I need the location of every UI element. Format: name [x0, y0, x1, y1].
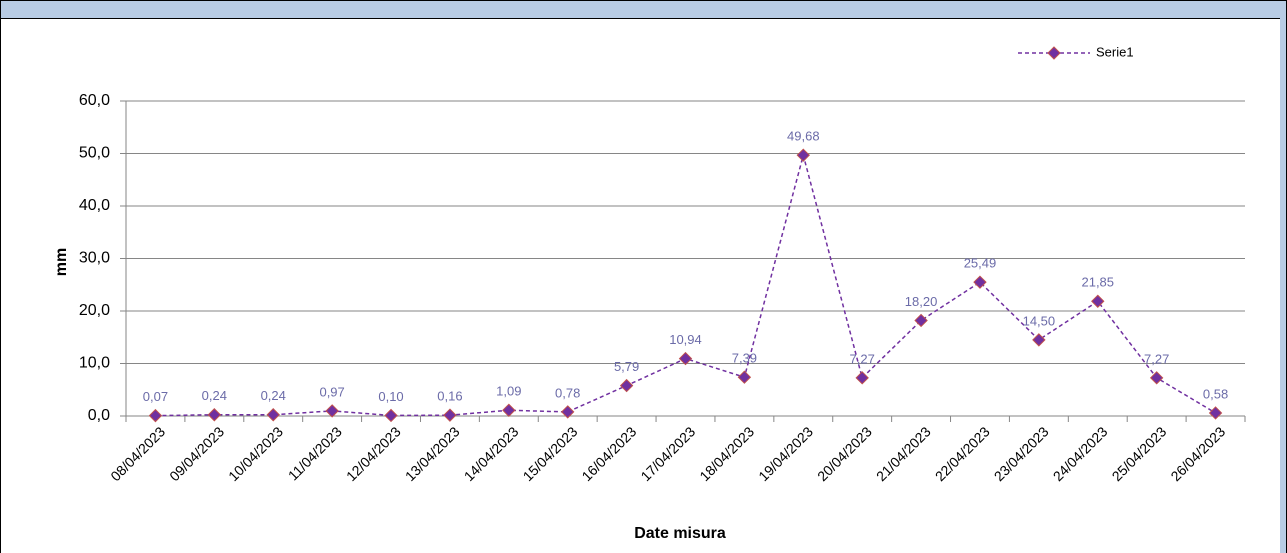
data-label: 10,94: [669, 332, 702, 347]
data-label: 21,85: [1081, 275, 1114, 290]
data-label: 14,50: [1023, 313, 1056, 328]
marker: [207, 408, 222, 422]
data-label: 1,09: [496, 384, 521, 399]
y-axis-label: mm: [53, 248, 70, 276]
marker: [737, 370, 752, 384]
marker: [561, 405, 575, 419]
y-tick-label: 30,0: [79, 250, 110, 267]
data-label: 49,68: [787, 129, 820, 144]
x-axis-label: Date misura: [634, 525, 726, 542]
data-label: 0,58: [1203, 386, 1228, 401]
marker: [973, 275, 987, 289]
data-label: 0,78: [555, 385, 580, 400]
data-label: 0,16: [437, 389, 462, 404]
marker: [266, 408, 280, 422]
legend-marker: [1047, 46, 1061, 60]
marker: [914, 313, 928, 328]
data-label: 0,10: [378, 389, 403, 404]
chart-frame: [0, 18, 1287, 553]
legend-label: Serie1: [1096, 44, 1134, 59]
marker: [678, 351, 693, 366]
data-label: 0,07: [143, 389, 168, 404]
marker: [502, 403, 516, 417]
marker: [384, 408, 398, 423]
marker: [1208, 406, 1223, 420]
marker: [1091, 294, 1105, 308]
marker: [325, 404, 339, 418]
data-label: 7,27: [850, 351, 875, 366]
data-label: 18,20: [905, 294, 938, 309]
data-label: 0,24: [261, 388, 286, 403]
data-label: 0,24: [202, 388, 227, 403]
marker: [148, 408, 163, 423]
data-label: 7,39: [732, 351, 757, 366]
data-label: 0,97: [319, 384, 344, 399]
marker: [796, 148, 810, 162]
y-tick-label: 50,0: [79, 145, 110, 162]
y-tick-label: 0,0: [88, 407, 110, 424]
marker: [443, 408, 457, 422]
marker: [619, 378, 634, 393]
side-strip: [1280, 18, 1286, 553]
y-tick-label: 40,0: [79, 197, 110, 214]
title-bar: [0, 0, 1287, 19]
y-tick-label: 60,0: [79, 92, 110, 109]
data-label: 7,27: [1144, 351, 1169, 366]
y-tick-label: 20,0: [79, 302, 110, 319]
marker: [1149, 371, 1164, 385]
data-label: 25,49: [964, 256, 997, 271]
marker: [855, 371, 869, 385]
y-tick-label: 10,0: [79, 355, 110, 372]
data-label: 5,79: [614, 359, 639, 374]
marker: [1032, 333, 1046, 347]
